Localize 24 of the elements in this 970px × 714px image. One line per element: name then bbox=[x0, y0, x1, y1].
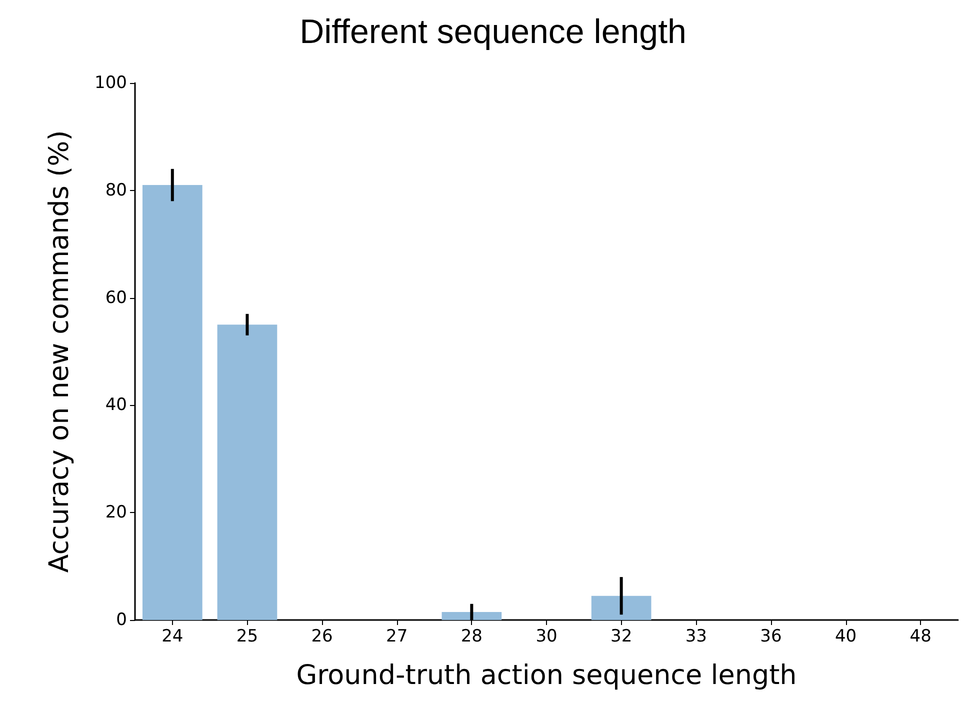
x-tick-label: 40 bbox=[834, 626, 857, 646]
x-tick-label: 32 bbox=[610, 626, 632, 646]
x-tick-label: 33 bbox=[685, 626, 707, 646]
x-tick-label: 36 bbox=[760, 626, 782, 646]
bar bbox=[442, 612, 502, 620]
x-tick-label: 48 bbox=[910, 626, 932, 646]
x-tick-label: 26 bbox=[311, 626, 333, 646]
y-tick-label: 80 bbox=[105, 180, 127, 200]
y-tick-label: 40 bbox=[105, 395, 127, 416]
bar bbox=[142, 185, 202, 620]
bar bbox=[591, 596, 652, 620]
y-tick-label: 60 bbox=[105, 288, 127, 308]
y-tick-label: 100 bbox=[94, 73, 127, 93]
x-axis-title: Ground-truth action sequence length bbox=[296, 660, 797, 691]
y-axis-title: Accuracy on new commands (%) bbox=[44, 130, 75, 573]
bar bbox=[217, 324, 278, 620]
x-tick-label: 27 bbox=[386, 626, 408, 646]
y-tick-label: 20 bbox=[105, 502, 127, 523]
x-tick-label: 30 bbox=[536, 626, 558, 646]
x-tick-label: 25 bbox=[236, 626, 258, 646]
x-tick-label: 24 bbox=[162, 626, 184, 646]
x-tick-label: 28 bbox=[460, 626, 482, 646]
y-tick-label: 0 bbox=[116, 610, 127, 630]
chart-title: Different sequence length bbox=[300, 13, 686, 51]
